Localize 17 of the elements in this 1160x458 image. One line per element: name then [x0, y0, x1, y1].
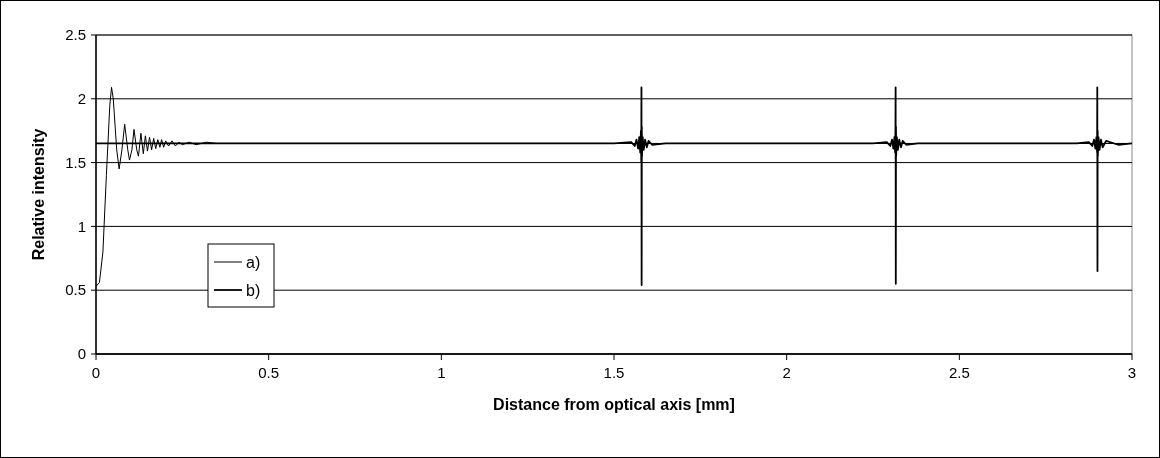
x-tick-label: 3	[1127, 364, 1137, 381]
x-tick-label: 0	[91, 364, 101, 381]
y-tick-label: 1	[77, 217, 86, 235]
x-tick-label: 1	[437, 364, 446, 381]
x-tick-label: 1.5	[603, 364, 625, 381]
y-tick-label: 1.5	[65, 153, 86, 171]
y-tick-label: 2	[77, 90, 86, 108]
y-tick-label: 2.5	[65, 26, 86, 44]
y-tick-label: 0	[77, 345, 86, 363]
legend-label: a)	[246, 253, 261, 271]
x-axis-title: Distance from optical axis [mm]	[493, 396, 735, 413]
x-tick-label: 0.5	[258, 364, 280, 381]
y-tick-label: 0.5	[65, 281, 86, 299]
legend-label: b)	[246, 281, 261, 299]
x-tick-label: 2.5	[948, 364, 970, 381]
y-axis-title: Relative intensity	[30, 128, 47, 261]
x-tick-label: 2	[782, 364, 791, 381]
